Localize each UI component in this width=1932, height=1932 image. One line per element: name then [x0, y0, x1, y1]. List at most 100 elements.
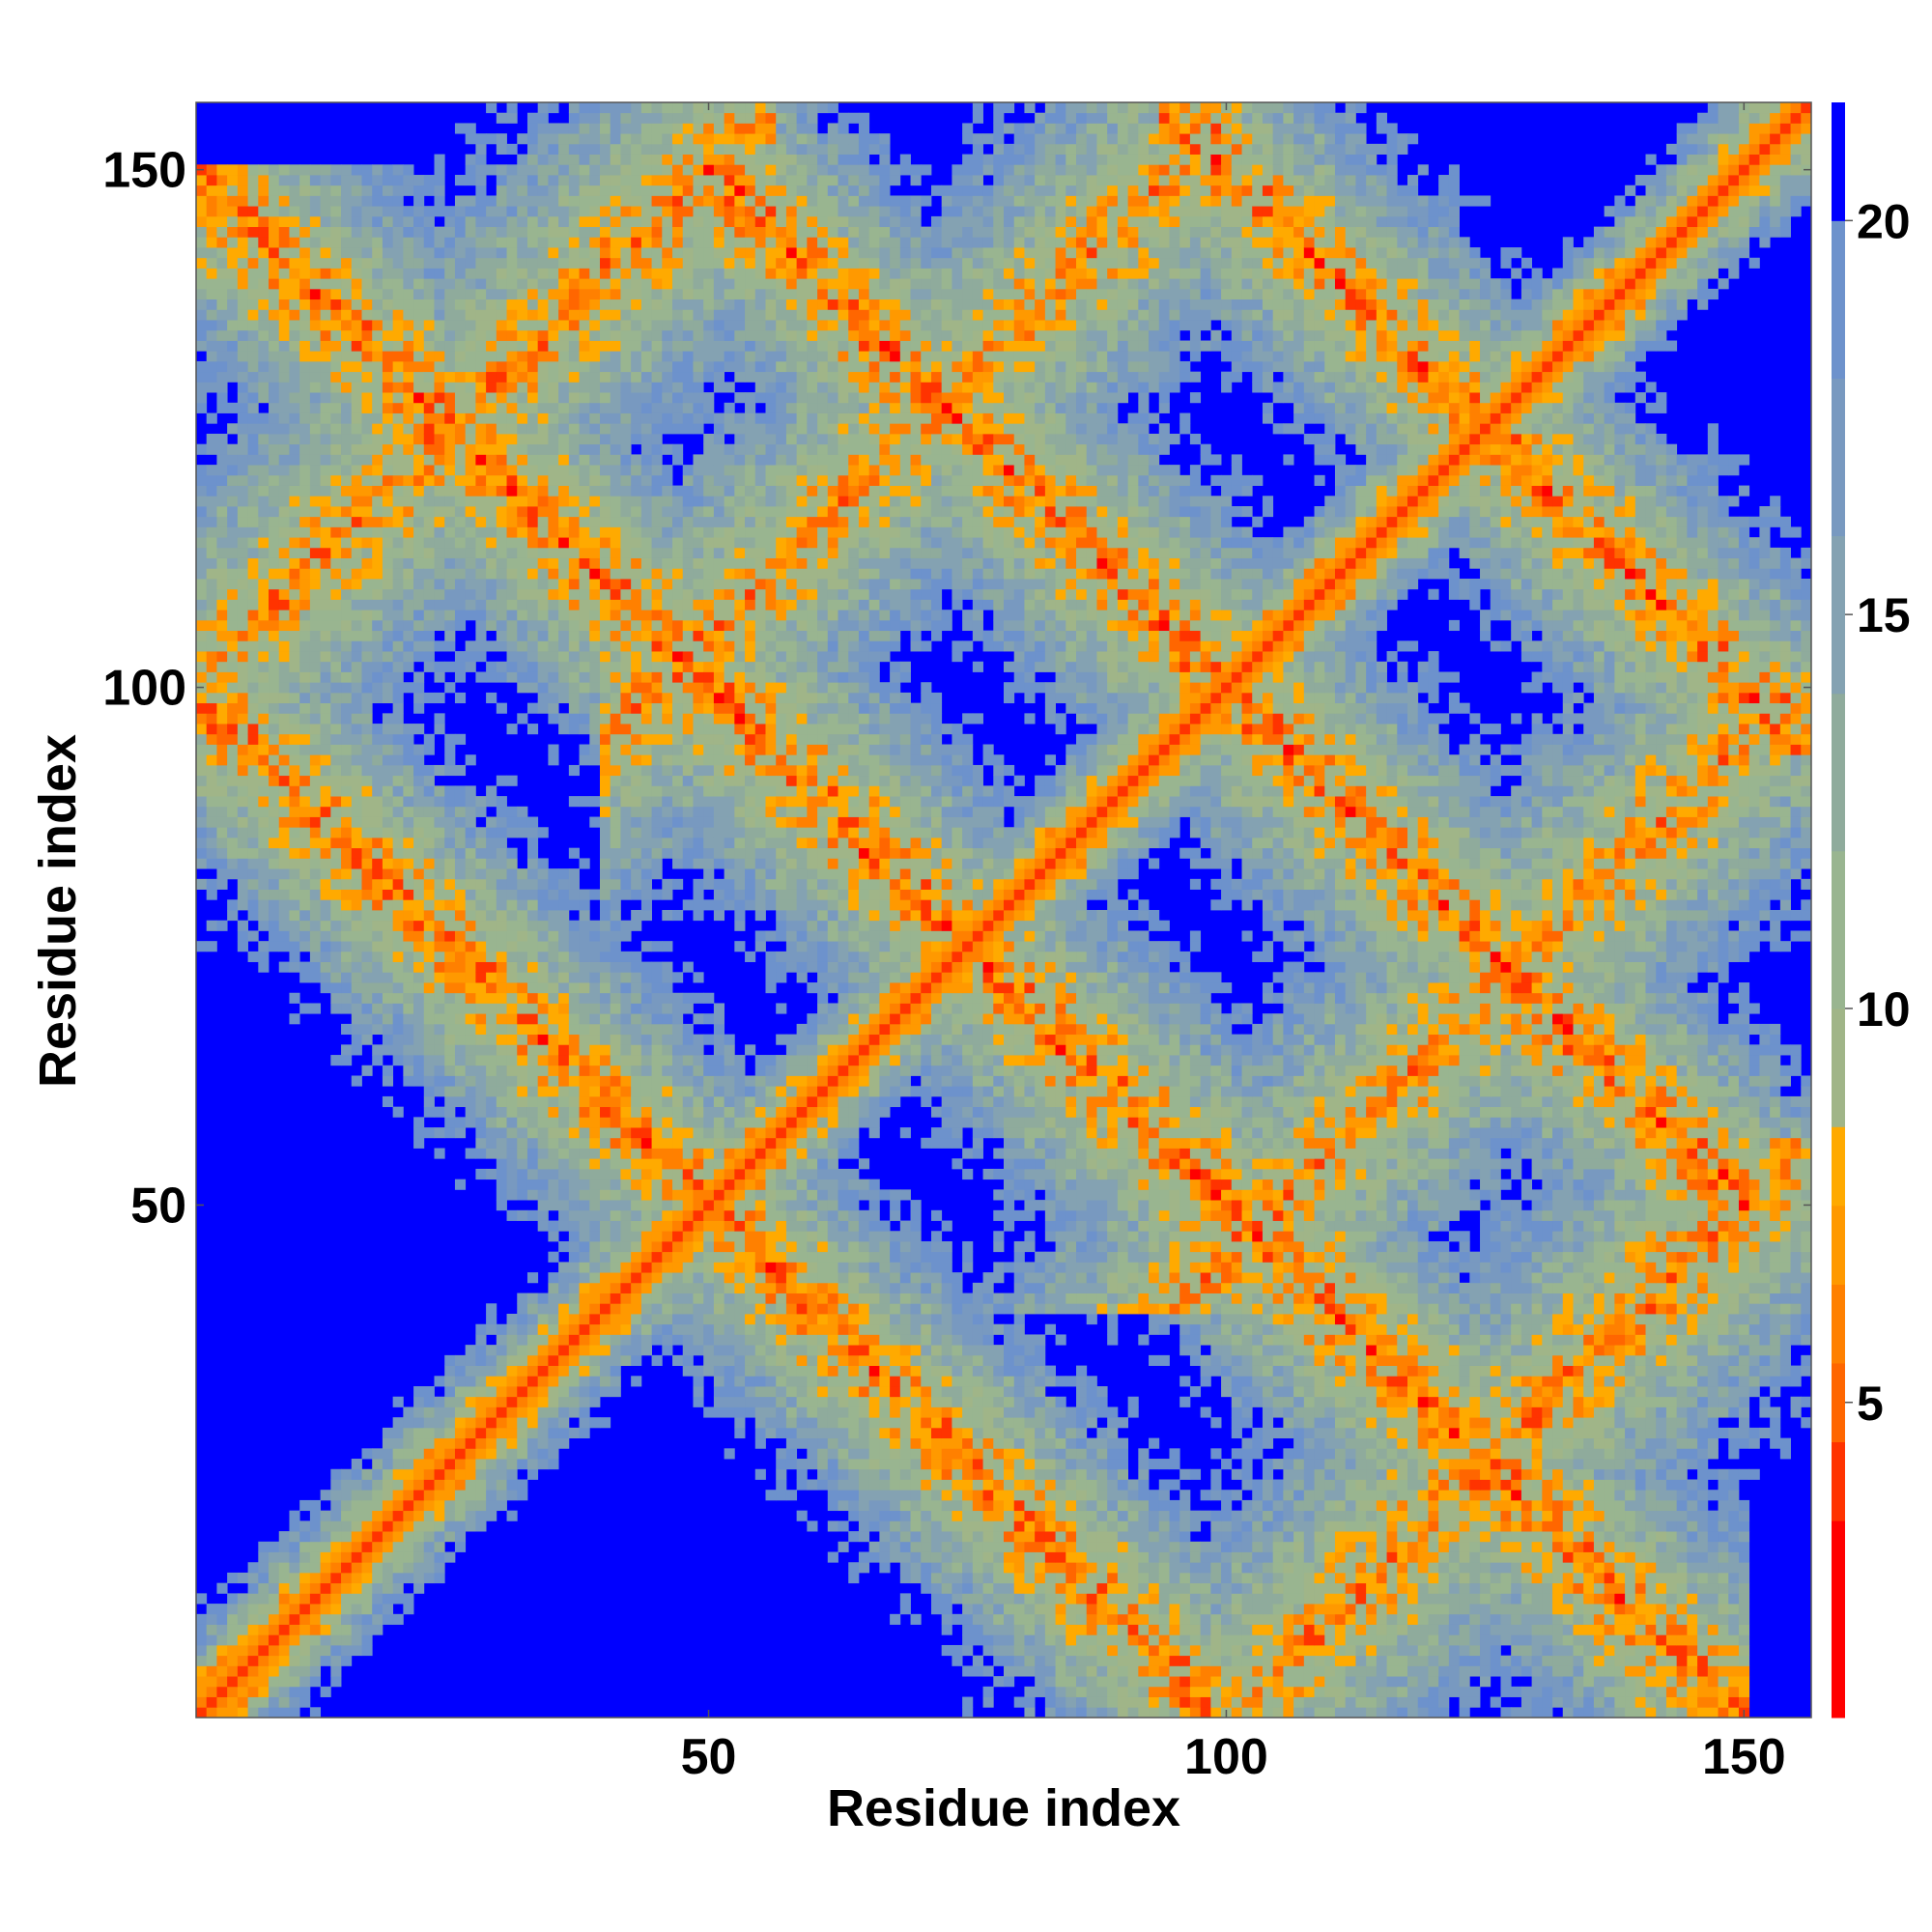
heatmap-cell [1500, 1490, 1512, 1501]
heatmap-cell [216, 1707, 228, 1719]
heatmap-cell [930, 1479, 943, 1491]
heatmap-cell [372, 724, 384, 735]
heatmap-cell [237, 382, 248, 393]
heatmap-cell [1076, 1593, 1088, 1605]
heatmap-cell [227, 775, 239, 786]
heatmap-cell [444, 837, 456, 849]
heatmap-cell [1013, 1624, 1025, 1635]
heatmap-cell [361, 868, 373, 880]
heatmap-cell [227, 288, 239, 300]
heatmap-cell [269, 526, 280, 538]
heatmap-cell [413, 1034, 425, 1045]
heatmap-cell [1520, 1510, 1533, 1521]
heatmap-cell [1500, 1459, 1512, 1470]
heatmap-cell [1004, 1665, 1015, 1677]
heatmap-cell [1531, 1490, 1543, 1501]
heatmap-cell [289, 827, 300, 838]
heatmap-cell [454, 433, 467, 445]
heatmap-cell [890, 1459, 901, 1470]
heatmap-cell [1490, 1644, 1501, 1657]
heatmap-cell [1366, 1634, 1378, 1646]
heatmap-cell [341, 164, 353, 176]
heatmap-cell [299, 610, 311, 621]
heatmap-cell [1520, 1499, 1533, 1512]
heatmap-cell [434, 1459, 445, 1470]
heatmap-cell [258, 775, 270, 786]
heatmap-cell [921, 1551, 932, 1563]
heatmap-cell [1293, 1448, 1305, 1460]
heatmap-cell [724, 1448, 735, 1460]
heatmap-cell [247, 775, 259, 786]
heatmap-cell [278, 827, 290, 838]
heatmap-cell [1738, 1572, 1750, 1584]
heatmap-cell [341, 1541, 353, 1552]
heatmap-cell [1076, 1604, 1088, 1615]
heatmap-cell [1428, 1582, 1439, 1594]
heatmap-cell [330, 651, 342, 663]
heatmap-cell [1117, 1459, 1129, 1470]
heatmap-cell [1293, 1541, 1305, 1552]
heatmap-cell [413, 1427, 425, 1439]
heatmap-cell [1314, 1707, 1325, 1719]
heatmap-cell [1593, 1459, 1605, 1470]
heatmap-cell [1593, 1572, 1605, 1584]
heatmap-cell [372, 402, 384, 413]
heatmap-cell [1149, 1520, 1160, 1532]
heatmap-cell [351, 423, 362, 435]
heatmap-cell [1221, 1499, 1233, 1512]
heatmap-cell [1345, 1696, 1356, 1708]
heatmap-cell [351, 775, 362, 786]
heatmap-cell [1665, 1696, 1678, 1708]
heatmap-cell [1573, 1604, 1584, 1615]
heatmap-cell [962, 1468, 974, 1480]
heatmap-cell [1086, 1676, 1097, 1688]
heatmap-cell [1158, 1490, 1170, 1501]
heatmap-cell [454, 329, 467, 341]
heatmap-cell [206, 526, 217, 538]
heatmap-cell [1428, 1427, 1439, 1439]
heatmap-cell [1676, 1707, 1688, 1719]
heatmap-cell [838, 1468, 849, 1480]
heatmap-cell [413, 868, 425, 880]
heatmap-cell [341, 237, 353, 248]
heatmap-cell [330, 329, 342, 341]
heatmap-cell [351, 785, 362, 797]
heatmap-cell [413, 806, 425, 817]
heatmap-cell [413, 454, 425, 466]
heatmap-cell [341, 1499, 353, 1512]
heatmap-cell [361, 630, 373, 641]
heatmap-cell [1625, 1644, 1636, 1657]
heatmap-cell [475, 360, 487, 373]
heatmap-cell [309, 175, 322, 186]
heatmap-cell [216, 465, 228, 476]
heatmap-cell [1345, 1459, 1356, 1470]
heatmap-cell [320, 920, 331, 931]
heatmap-cell [196, 320, 208, 331]
heatmap-cell [309, 619, 322, 632]
heatmap-cell [247, 858, 259, 869]
heatmap-cell [413, 1055, 425, 1066]
heatmap-cell [1386, 1696, 1398, 1708]
heatmap-cell [1024, 1582, 1036, 1594]
heatmap-cell [330, 1490, 342, 1501]
heatmap-cell [1065, 1582, 1077, 1594]
heatmap-cell [1076, 1448, 1088, 1460]
heatmap-cell [216, 185, 228, 196]
heatmap-cell [1210, 1676, 1222, 1688]
heatmap-cell [796, 1510, 808, 1521]
heatmap-cell [341, 733, 353, 745]
heatmap-cell [289, 733, 300, 745]
heatmap-cell [361, 474, 373, 486]
heatmap-cell [341, 320, 353, 331]
heatmap-cell [299, 206, 311, 217]
heatmap-cell [1262, 1665, 1274, 1677]
heatmap-cell [1728, 1613, 1740, 1625]
heatmap-cell [247, 485, 259, 497]
heatmap-cell [1469, 1604, 1481, 1615]
heatmap-cell [330, 371, 342, 383]
heatmap-cell [403, 185, 414, 196]
heatmap-cell [1459, 1604, 1470, 1615]
heatmap-cell [465, 1117, 476, 1128]
heatmap-cell [227, 496, 239, 507]
heatmap-cell [434, 547, 445, 558]
